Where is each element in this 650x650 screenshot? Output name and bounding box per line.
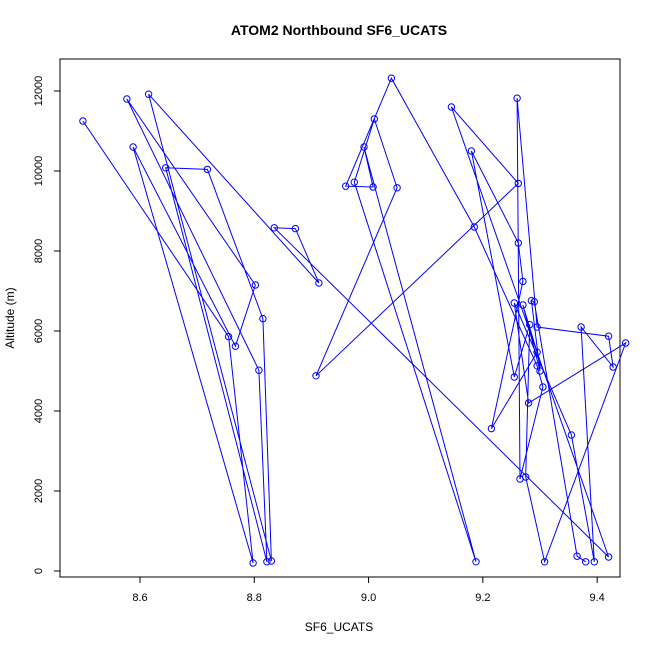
- data-point: [315, 279, 323, 287]
- data-point: [259, 314, 267, 323]
- data-point: [539, 383, 547, 391]
- data-point: [312, 372, 320, 380]
- x-axis-label: SF6_UCATS: [305, 620, 373, 634]
- data-point: [533, 323, 541, 331]
- data-point: [514, 179, 522, 188]
- y-tick-label: 0: [33, 568, 45, 574]
- data-point: [249, 559, 257, 567]
- data-point: [519, 301, 527, 309]
- data-point: [519, 277, 527, 286]
- data-point: [342, 182, 350, 190]
- data-point: [387, 74, 396, 82]
- x-tick-label: 8.6: [132, 592, 147, 604]
- data-point: [514, 239, 522, 247]
- data-point: [604, 553, 613, 561]
- x-tick-label: 9.0: [361, 592, 376, 604]
- y-axis: 0 2000 4000 6000 8000 10000 12000: [33, 76, 61, 574]
- y-tick-label: 4000: [33, 399, 45, 423]
- series-line: [82, 77, 627, 564]
- data-point: [530, 298, 538, 306]
- x-tick-label: 9.2: [475, 592, 490, 604]
- data-point: [513, 94, 521, 102]
- data-point: [129, 143, 137, 151]
- data-point: [123, 95, 131, 103]
- data-point: [224, 332, 233, 341]
- y-tick-label: 8000: [33, 239, 45, 263]
- data-point: [536, 367, 544, 375]
- data-point: [291, 224, 300, 233]
- data-point: [360, 143, 368, 151]
- data-point: [369, 183, 377, 191]
- data-point: [510, 373, 518, 381]
- data-point: [510, 299, 518, 307]
- data-point: [622, 339, 630, 347]
- data-point: [467, 147, 476, 155]
- data-point: [533, 348, 541, 356]
- data-point: [144, 90, 153, 98]
- data-point: [573, 552, 581, 560]
- data-point: [393, 184, 401, 192]
- data-point: [470, 223, 478, 231]
- data-point: [582, 558, 590, 566]
- x-axis: 8.6 8.8 9.0 9.2 9.4: [132, 576, 605, 604]
- data-point: [370, 115, 378, 123]
- data-point: [522, 473, 530, 481]
- data-point: [540, 558, 549, 566]
- y-tick-label: 12000: [33, 76, 45, 107]
- data-point: [270, 224, 278, 232]
- data-point: [524, 399, 533, 407]
- chart-title: ATOM2 Northbound SF6_UCATS: [231, 22, 447, 38]
- data-point: [79, 117, 87, 125]
- data-point: [590, 558, 598, 566]
- data-point: [487, 424, 496, 433]
- data-point: [609, 363, 617, 371]
- y-tick-label: 2000: [33, 479, 45, 503]
- data-point: [267, 557, 276, 565]
- data-point: [604, 332, 613, 340]
- y-axis-label: Altitude (m): [3, 287, 17, 348]
- data-point: [231, 342, 240, 350]
- x-tick-label: 9.4: [589, 592, 604, 604]
- data-point: [350, 178, 358, 186]
- data-point: [203, 165, 212, 174]
- data-point: [567, 431, 576, 439]
- series-layer: [79, 74, 630, 567]
- y-tick-label: 10000: [33, 156, 45, 187]
- data-point: [447, 103, 456, 111]
- data-point: [577, 323, 585, 331]
- data-point: [255, 366, 263, 374]
- x-tick-label: 8.8: [247, 592, 262, 604]
- data-point: [263, 558, 271, 566]
- data-point: [526, 320, 534, 329]
- data-point: [472, 558, 480, 566]
- data-point: [251, 281, 260, 289]
- y-tick-label: 6000: [33, 319, 45, 343]
- data-point: [162, 164, 170, 172]
